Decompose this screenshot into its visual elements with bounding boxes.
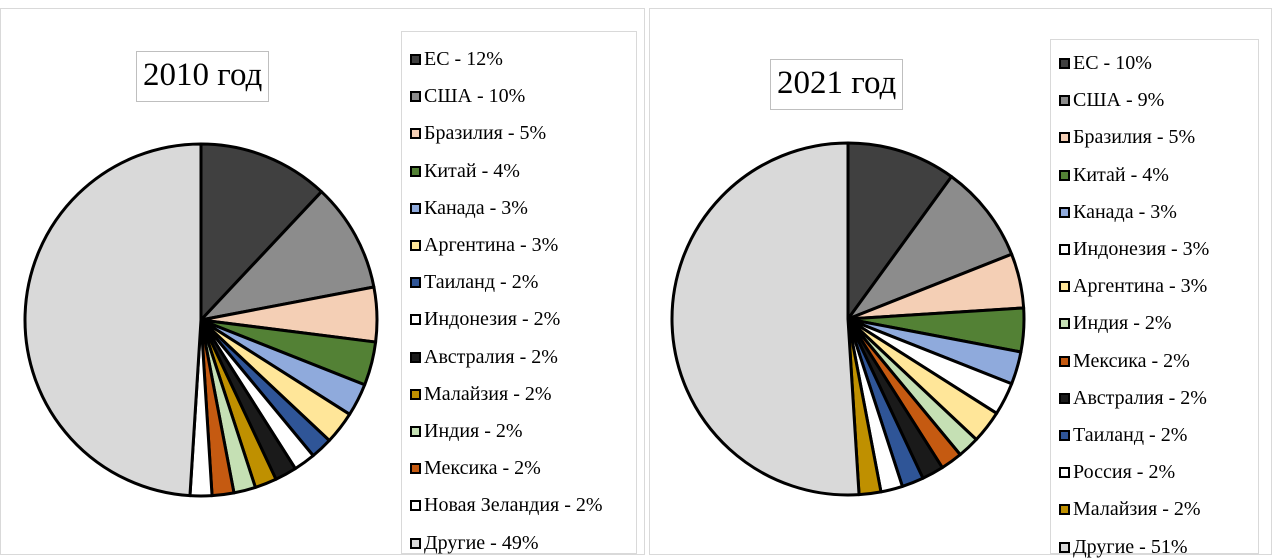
legend-label: Индия - 2% xyxy=(424,420,523,442)
legend-label: Индонезия - 2% xyxy=(424,308,561,331)
legend-swatch xyxy=(1059,318,1070,330)
legend-swatch xyxy=(1059,467,1070,479)
legend-label: Таиланд - 2% xyxy=(1073,424,1188,446)
legend-item: Индонезия - 2% xyxy=(410,308,560,331)
legend-swatch xyxy=(410,240,421,251)
legend-label: Аргентина - 3% xyxy=(424,234,559,256)
legend-swatch xyxy=(410,426,421,437)
pie-slice-0 xyxy=(199,142,323,322)
legend-swatch xyxy=(410,351,421,363)
legend-label: Индонезия - 3% xyxy=(1073,238,1210,260)
legend-label: Таиланд - 2% xyxy=(424,271,539,294)
legend-swatch xyxy=(410,500,421,512)
legend-swatch xyxy=(1059,132,1070,144)
legend-item: Мексика - 2% xyxy=(1059,350,1190,373)
legend-swatch xyxy=(410,537,421,549)
legend-item: Другие - 51% xyxy=(1059,536,1187,559)
legend-swatch xyxy=(410,388,421,400)
legend-item: Индонезия - 3% xyxy=(1059,238,1209,261)
legend-swatch xyxy=(1059,281,1070,293)
legend-swatch xyxy=(410,54,421,65)
legend-label: Бразилия - 5% xyxy=(424,122,547,145)
legend-label: Китай - 4% xyxy=(424,159,520,182)
chart-panel-2021: 2021 год ЕС - 10% США - 9% Бразилия - 5% Ки… xyxy=(649,8,1272,558)
chart-panel-2010: 2010 год ЕС - 12% США - 10% Бразилия - 5% К… xyxy=(0,8,645,555)
legend-swatch xyxy=(410,463,421,475)
legend-label: Другие - 49% xyxy=(424,531,539,554)
legend-swatch xyxy=(1059,504,1070,516)
legend-item: Бразилия - 5% xyxy=(1059,126,1195,149)
pie-chart-2021 xyxy=(670,141,1026,497)
legend-item: Новая Зеландия - 2% xyxy=(410,494,603,517)
legend-2021: ЕС - 10% США - 9% Бразилия - 5% Китай - 4% К… xyxy=(1050,39,1259,558)
legend-label: Индия - 2% xyxy=(1073,312,1172,335)
legend-label: Канада - 3% xyxy=(1073,200,1177,223)
legend-swatch xyxy=(410,314,421,326)
legend-item: ЕС - 12% xyxy=(410,48,503,71)
legend-label: США - 9% xyxy=(1073,89,1165,112)
legend-label: Китай - 4% xyxy=(1073,163,1169,186)
legend-item: Мексика - 2% xyxy=(410,457,541,480)
legend-label: Австралия - 2% xyxy=(1073,386,1207,409)
legend-item: Бразилия - 5% xyxy=(410,122,546,145)
legend-item: Австралия - 2% xyxy=(410,346,558,369)
legend-swatch xyxy=(1059,392,1070,404)
legend-item: Китай - 4% xyxy=(1059,164,1169,187)
legend-label: Россия - 2% xyxy=(1073,461,1176,484)
pie-chart-2010 xyxy=(23,142,379,498)
legend-label: Новая Зеландия - 2% xyxy=(424,494,603,517)
legend-label: Канада - 3% xyxy=(424,196,528,219)
legend-swatch xyxy=(1059,169,1070,181)
chart-title: 2021 год xyxy=(770,59,904,110)
legend-swatch xyxy=(410,277,421,289)
legend-2010: ЕС - 12% США - 10% Бразилия - 5% Китай - 4%… xyxy=(401,31,637,554)
pie-slice-13 xyxy=(670,141,861,497)
legend-item: ЕС - 10% xyxy=(1059,52,1152,75)
legend-item: Другие - 49% xyxy=(410,532,538,555)
legend-item: Аргентина - 3% xyxy=(1059,275,1207,298)
legend-label: Аргентина - 3% xyxy=(1073,275,1208,298)
legend-swatch xyxy=(1059,206,1070,218)
legend-item: Индия - 2% xyxy=(410,420,523,443)
legend-item: Малайзия - 2% xyxy=(410,383,552,406)
legend-item: США - 9% xyxy=(1059,89,1164,112)
legend-label: ЕС - 12% xyxy=(424,48,503,70)
legend-item: Австралия - 2% xyxy=(1059,387,1207,410)
legend-swatch xyxy=(410,165,421,177)
legend-swatch xyxy=(1059,355,1070,367)
legend-label: Австралия - 2% xyxy=(424,345,558,368)
legend-label: Малайзия - 2% xyxy=(424,382,552,405)
legend-item: Таиланд - 2% xyxy=(410,271,538,294)
legend-item: Китай - 4% xyxy=(410,160,520,183)
legend-label: ЕС - 10% xyxy=(1073,52,1152,74)
legend-swatch xyxy=(1059,430,1070,441)
chart-title: 2010 год xyxy=(136,51,270,102)
legend-swatch xyxy=(1059,95,1070,107)
legend-label: США - 10% xyxy=(424,85,526,108)
legend-swatch xyxy=(1059,58,1070,69)
legend-label: Малайзия - 2% xyxy=(1073,498,1201,521)
legend-item: Аргентина - 3% xyxy=(410,234,558,257)
legend-swatch xyxy=(410,128,421,140)
legend-swatch xyxy=(1059,541,1070,553)
legend-label: Мексика - 2% xyxy=(1073,349,1190,372)
legend-label: Бразилия - 5% xyxy=(1073,126,1196,149)
legend-item: Малайзия - 2% xyxy=(1059,498,1201,521)
legend-label: Другие - 51% xyxy=(1073,535,1188,558)
legend-item: Канада - 3% xyxy=(410,197,528,220)
legend-label: Мексика - 2% xyxy=(424,457,541,480)
legend-item: Россия - 2% xyxy=(1059,461,1175,484)
legend-item: США - 10% xyxy=(410,85,525,108)
pie-slice-13 xyxy=(23,142,203,498)
legend-swatch xyxy=(410,91,421,103)
legend-swatch xyxy=(1059,244,1070,255)
pie-slice-1 xyxy=(846,175,1014,321)
legend-item: Таиланд - 2% xyxy=(1059,424,1187,447)
pie-slice-1 xyxy=(199,190,376,322)
legend-item: Индия - 2% xyxy=(1059,312,1172,335)
pie-slice-0 xyxy=(846,141,953,321)
legend-item: Канада - 3% xyxy=(1059,201,1177,224)
legend-swatch xyxy=(410,202,421,214)
